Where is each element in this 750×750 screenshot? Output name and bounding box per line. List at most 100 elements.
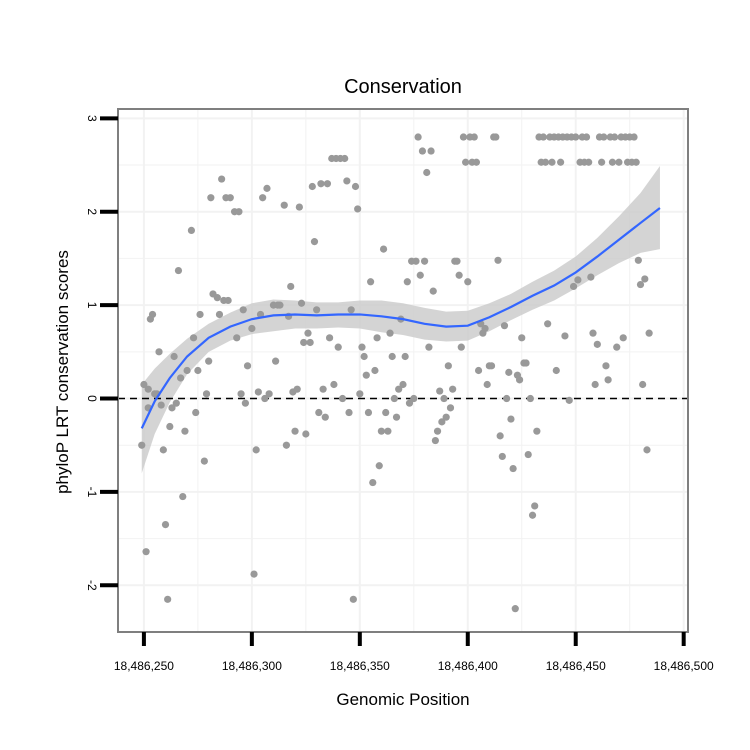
data-point [492,133,500,141]
data-point [431,436,439,445]
data-point [423,168,431,177]
data-point [172,399,180,407]
data-point [177,374,185,382]
data-point [261,394,269,403]
data-point [483,380,491,389]
data-point [574,276,582,284]
smooth-line [140,207,661,429]
data-point [403,278,411,286]
data-point [276,301,284,309]
data-point [472,158,481,166]
data-point [418,147,427,155]
data-point [226,194,234,202]
data-point [302,430,310,438]
data-point [634,256,642,264]
data-point [522,359,530,367]
data-point [282,441,291,449]
data-point [503,394,511,403]
data-point [619,334,627,342]
data-point [140,380,148,389]
data-point [239,306,247,314]
data-point [371,366,379,375]
data-point [375,462,383,470]
data-point [144,385,152,393]
y-tick-label: 1 [85,302,99,309]
data-point [481,324,489,333]
data-point [233,334,241,342]
data-point [330,380,338,389]
data-point [272,357,280,365]
data-point [166,422,174,431]
data-point [159,446,167,454]
data-point [526,394,534,403]
data-point [170,352,178,361]
data-point [602,362,610,370]
data-point [539,133,547,141]
data-point [388,352,396,361]
data-point [254,388,262,396]
data-point [192,408,200,417]
data-point [600,133,608,141]
data-point [507,415,515,423]
data-point [265,390,273,398]
data-point [293,385,301,393]
data-point [338,394,347,403]
data-point [310,238,319,246]
data-points [138,133,653,613]
data-point [405,399,414,407]
data-point [334,343,342,351]
x-tick-label: 18,486,500 [654,659,714,673]
data-point [569,282,578,291]
data-point [608,158,617,166]
data-point [356,390,364,398]
data-point [218,175,226,183]
data-point [585,158,593,166]
data-point [148,310,157,319]
data-point [548,158,556,166]
data-point [541,158,550,166]
data-point [416,271,424,279]
data-point [235,208,243,216]
data-point [345,408,353,417]
data-point [259,194,267,202]
data-point [187,226,196,235]
data-point [401,352,409,361]
data-point [243,362,252,370]
data-point [505,368,513,376]
data-point [591,380,599,389]
data-point [321,413,329,421]
data-point [252,446,260,454]
data-point [183,366,191,375]
data-point [613,343,621,351]
data-point [453,257,461,265]
chart-title: Conservation [344,76,462,98]
data-point [237,390,245,398]
data-point [280,201,288,209]
data-point [263,184,271,192]
y-tick-label: 0 [85,395,99,402]
data-point [410,394,418,403]
data-point [392,413,401,421]
x-tick-label: 18,486,400 [438,659,498,673]
data-point [313,306,321,314]
data-point [433,427,442,435]
data-point [213,294,221,302]
data-point [304,329,312,337]
data-point [582,133,591,141]
data-point [194,366,202,375]
data-point [390,394,398,403]
data-point [241,399,249,407]
data-point [531,502,539,510]
data-point [515,376,524,384]
y-tick-label: 2 [85,208,99,215]
data-point [474,366,483,375]
data-point [457,343,465,351]
data-point [297,299,306,307]
data-point [373,334,381,342]
data-point [399,380,407,389]
data-point [157,401,165,409]
x-tick-label: 18,486,300 [222,659,282,673]
data-point [533,427,541,435]
data-point [295,203,303,211]
